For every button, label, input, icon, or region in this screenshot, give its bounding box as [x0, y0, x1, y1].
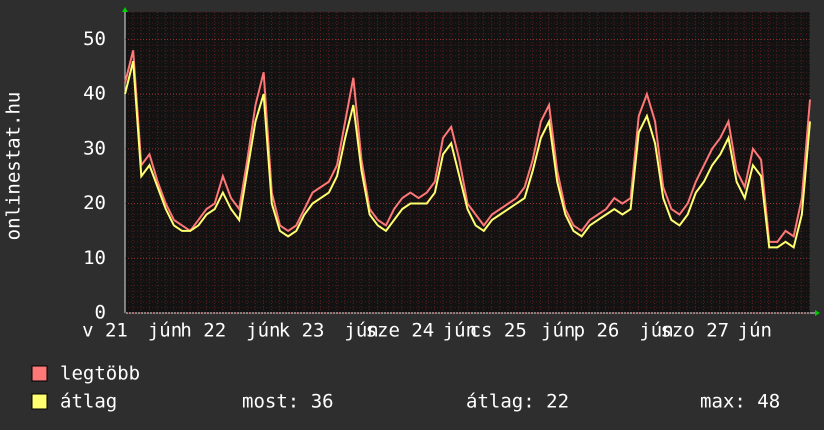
y-tick-label: 40 [83, 83, 106, 105]
x-tick-label: jún [541, 320, 575, 342]
x-tick-label: szo 27 [660, 320, 729, 342]
x-tick-label: jún [246, 320, 280, 342]
x-tick-label: h 22 [180, 320, 226, 342]
stat-label: max: [700, 391, 746, 413]
x-tick-label: jún [639, 320, 673, 342]
x-tick-label: jún [738, 320, 772, 342]
x-tick-label: jún [443, 320, 477, 342]
stat-label: átlag: [466, 391, 535, 413]
x-tick-label: jún [148, 320, 182, 342]
x-arrow [815, 310, 820, 316]
y-tick-label: 10 [83, 247, 106, 269]
legend-label: legtöbb [60, 363, 140, 385]
x-tick-label: jún [344, 320, 378, 342]
legend-swatch [31, 393, 48, 410]
stat-value: 36 [311, 391, 334, 413]
x-tick-label: p 26 [574, 320, 620, 342]
series-line [124, 61, 811, 249]
stat-label: most: [242, 391, 299, 413]
x-tick-label: cs 25 [470, 320, 527, 342]
series-line [124, 50, 811, 243]
y-tick-label: 0 [95, 302, 106, 324]
x-tick-label: sze 24 [366, 320, 435, 342]
y-tick-label: 30 [83, 137, 106, 159]
x-tick-label: v 21 [82, 320, 128, 342]
stat-value: 22 [546, 391, 569, 413]
y-tick-label: 20 [83, 192, 106, 214]
y-axis-label: onlinestat.hu [3, 92, 25, 241]
x-tick-label: k 23 [279, 320, 325, 342]
y-tick-label: 50 [83, 28, 106, 50]
stat-value: 48 [757, 391, 780, 413]
y-arrow [122, 7, 128, 12]
legend-swatch [31, 365, 48, 382]
legend-label: átlag [60, 391, 117, 413]
